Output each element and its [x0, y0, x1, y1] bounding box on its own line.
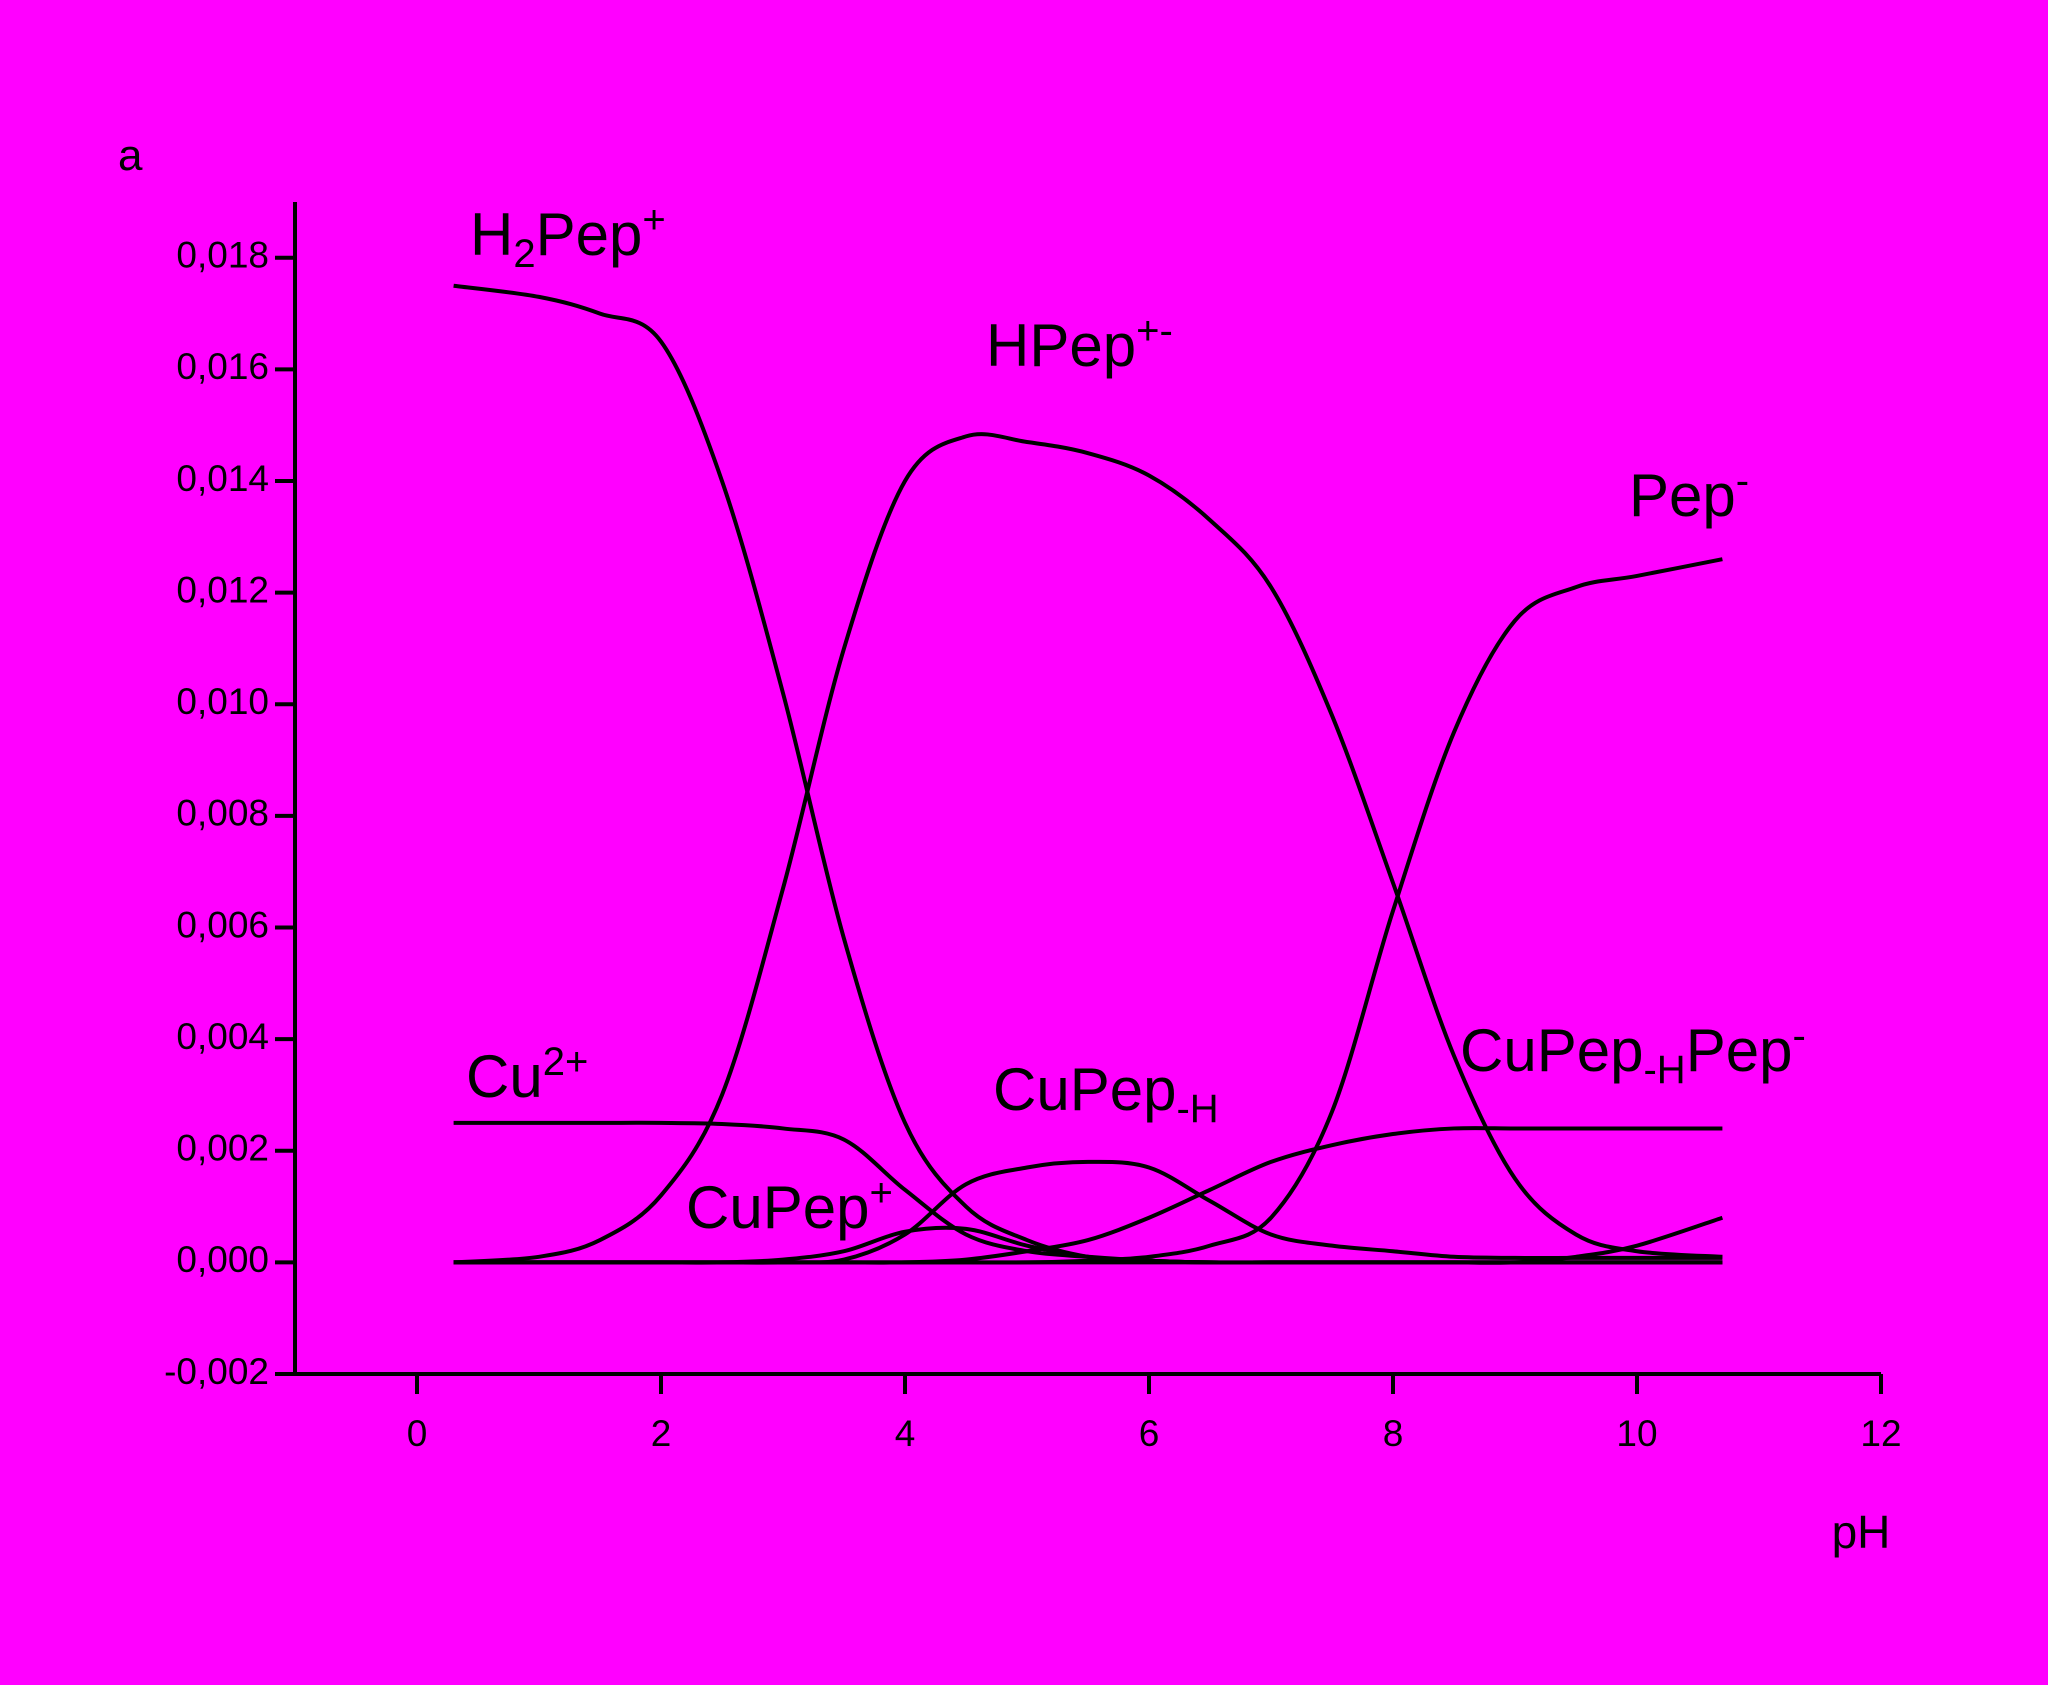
label-part: +	[869, 1171, 892, 1215]
x-tick-label: 8	[1383, 1413, 1404, 1454]
label-part: -H	[1643, 1048, 1685, 1092]
label-part: Pep	[536, 201, 643, 268]
series-label: CuPep-H	[993, 1056, 1219, 1131]
y-tick-label: 0,012	[176, 569, 269, 610]
y-tick-label: 0,018	[176, 235, 269, 276]
series-label: HPep+-	[986, 309, 1173, 379]
y-tick-label: 0,014	[176, 458, 269, 499]
label-part: Pep	[1629, 462, 1736, 529]
x-axis-label: pH	[1832, 1506, 1891, 1558]
series-label: Cu2+	[466, 1040, 588, 1110]
x-tick-label: 12	[1860, 1413, 1901, 1454]
label-part: HPep	[986, 312, 1136, 379]
label-part: CuPep	[993, 1056, 1176, 1123]
label-part: +-	[1136, 309, 1173, 353]
y-tick-label: 0,004	[176, 1016, 269, 1057]
y-tick-label: 0,000	[176, 1239, 269, 1280]
y-tick-label: 0,006	[176, 904, 269, 945]
series-line	[453, 432, 1723, 1265]
label-part: 2	[513, 232, 535, 276]
y-tick-label: 0,002	[176, 1128, 269, 1169]
label-part: +	[642, 198, 665, 242]
label-part: CuPep	[686, 1174, 869, 1241]
x-tick-label: 10	[1616, 1413, 1657, 1454]
label-part: -H	[1176, 1087, 1218, 1131]
series-line	[453, 1215, 1724, 1265]
series-label: H2Pep+	[470, 198, 666, 276]
y-tick-label: 0,016	[176, 346, 269, 387]
x-tick-label: 0	[407, 1413, 428, 1454]
label-part: 2+	[543, 1040, 589, 1084]
label-part: Pep	[1686, 1017, 1793, 1084]
label-part: CuPep	[1460, 1017, 1643, 1084]
x-tick-label: 6	[1139, 1413, 1160, 1454]
y-tick-label: 0,010	[176, 681, 269, 722]
label-part: -	[1792, 1014, 1805, 1058]
x-tick-label: 4	[895, 1413, 916, 1454]
series-label: Pep-	[1629, 459, 1749, 529]
y-tick-label: 0,008	[176, 793, 269, 834]
panel-label: a	[118, 131, 143, 180]
label-part: H	[470, 201, 513, 268]
label-part: -	[1736, 459, 1749, 503]
y-tick-label: -0,002	[164, 1351, 269, 1392]
series-label: CuPep+	[686, 1171, 893, 1241]
series-label: CuPep-HPep-	[1460, 1014, 1806, 1092]
x-tick-label: 2	[651, 1413, 672, 1454]
label-part: Cu	[466, 1043, 543, 1110]
